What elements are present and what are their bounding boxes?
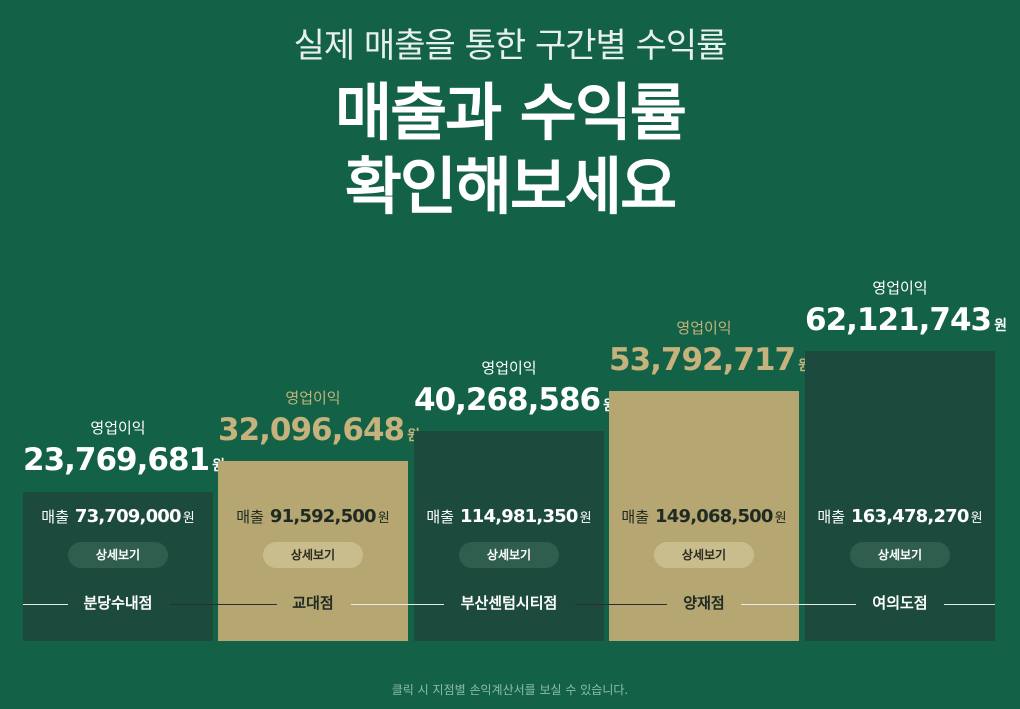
profit-value: 23,769,681원	[23, 442, 225, 478]
profit-block: 영업이익 23,769,681원	[23, 418, 225, 478]
sales-line: 매출 91,592,500 원	[218, 506, 408, 527]
branch-column-yeouido[interactable]: 영업이익 62,121,743 원 매출 163,478,270 원 상세보기 여의도…	[805, 0, 1007, 641]
sales-unit: 원	[970, 511, 983, 526]
branch-bar[interactable]	[414, 431, 604, 641]
profit-value: 53,792,717원	[609, 342, 811, 378]
sales-line: 매출 73,709,000 원	[23, 506, 213, 527]
profit-value: 32,096,648원	[218, 412, 420, 448]
sales-line: 매출 114,981,350 원	[414, 506, 604, 527]
branch-name: 여의도점	[872, 594, 928, 612]
profit-block: 영업이익 32,096,648원	[218, 388, 420, 448]
sales-amount: 91,592,500	[269, 506, 377, 527]
profit-label: 영업이익	[285, 389, 341, 407]
page-subtitle: 실제 매출을 통한 구간별 수익률	[293, 26, 728, 66]
title-line-1: 매출과 수익률	[335, 76, 687, 149]
divider-line	[741, 604, 856, 605]
profit-label: 영업이익	[481, 359, 537, 377]
footer-note: 클릭 시 지점별 손익계산서를 보실 수 있습니다.	[391, 683, 629, 697]
detail-button[interactable]: 상세보기	[263, 542, 363, 568]
sales-label: 매출	[817, 508, 846, 526]
branch-name: 교대점	[292, 594, 334, 612]
page-title: 매출과 수익률 확인해보세요	[0, 76, 1020, 224]
profit-block: 영업이익 53,792,717원	[609, 318, 811, 378]
detail-button[interactable]: 상세보기	[850, 542, 950, 568]
sales-unit: 원	[579, 511, 592, 526]
profit-amount: 62,121,743	[805, 302, 992, 338]
profit-amount: 40,268,586	[414, 382, 601, 418]
profit-label: 영업이익	[872, 279, 928, 297]
divider-line	[23, 604, 68, 605]
profit-label: 영업이익	[90, 419, 146, 437]
detail-button[interactable]: 상세보기	[654, 542, 754, 568]
branch-name: 양재점	[683, 594, 725, 612]
sales-line: 매출 163,478,270 원	[805, 506, 995, 527]
divider-line	[351, 604, 444, 605]
divider-line	[170, 604, 277, 605]
profit-value: 40,268,586원	[414, 382, 616, 418]
profit-unit: 원	[994, 318, 1007, 334]
detail-button[interactable]: 상세보기	[68, 542, 168, 568]
profit-block: 영업이익 62,121,743 원	[805, 278, 1007, 338]
profit-block: 영업이익 40,268,586원	[414, 358, 616, 418]
sales-unit: 원	[182, 511, 195, 526]
divider-line	[944, 604, 995, 605]
sales-amount: 149,068,500	[655, 506, 773, 527]
sales-amount: 114,981,350	[460, 506, 578, 527]
sales-label: 매출	[236, 508, 264, 526]
divider-line	[575, 604, 667, 605]
profit-amount: 53,792,717	[609, 342, 796, 378]
branch-name: 부산센텀시티점	[460, 594, 558, 612]
profit-value: 62,121,743 원	[805, 302, 1007, 338]
sales-unit: 원	[774, 511, 787, 526]
sales-line: 매출 149,068,500 원	[609, 506, 799, 527]
sales-label: 매출	[41, 508, 69, 526]
sales-unit: 원	[377, 511, 390, 526]
profit-amount: 32,096,648	[218, 412, 405, 448]
branch-bar[interactable]	[609, 391, 799, 641]
profit-label: 영업이익	[676, 319, 732, 337]
branch-name: 분당수내점	[83, 594, 153, 612]
sales-label: 매출	[621, 508, 650, 526]
sales-amount: 73,709,000	[74, 506, 182, 527]
detail-button[interactable]: 상세보기	[459, 542, 559, 568]
profit-amount: 23,769,681	[23, 442, 210, 478]
title-line-2: 확인해보세요	[344, 150, 677, 223]
branch-bar[interactable]	[805, 351, 995, 641]
sales-amount: 163,478,270	[851, 506, 969, 527]
sales-label: 매출	[426, 508, 455, 526]
